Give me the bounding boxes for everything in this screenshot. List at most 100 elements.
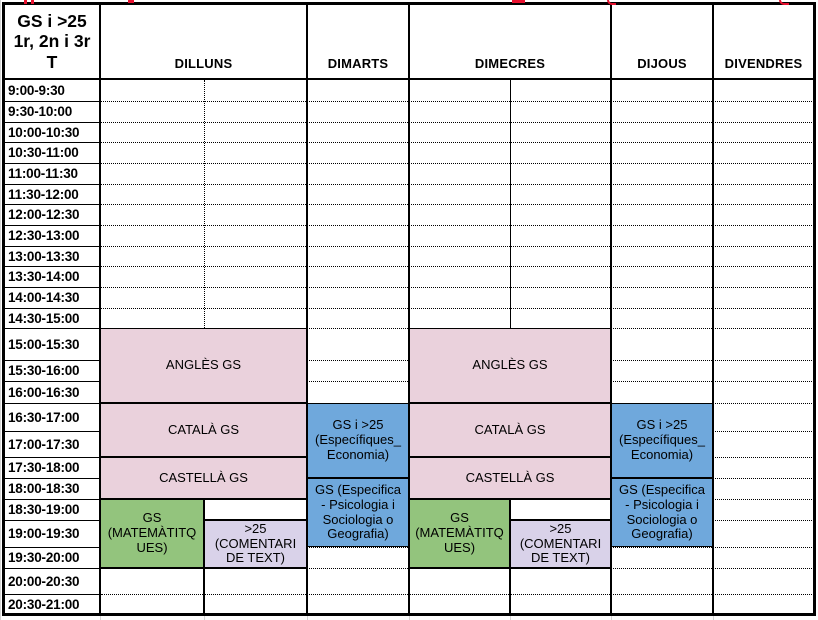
column-border	[99, 4, 101, 614]
grid-row-line	[4, 431, 100, 432]
grid-row-line-dotted	[100, 246, 814, 247]
day-header-dimarts: DIMARTS	[327, 56, 389, 71]
header-bottom-border	[4, 78, 814, 80]
empty-schedule-cell[interactable]	[204, 568, 307, 614]
grid-row-line	[4, 225, 100, 226]
grid-row-line	[4, 246, 100, 247]
class-block[interactable]: GS i >25 (Específiques_ Economia)	[611, 403, 713, 478]
grid-row-line	[4, 499, 100, 500]
column-border	[306, 4, 308, 614]
day-header-dijous: DIJOUS	[637, 56, 687, 71]
grid-row-line	[4, 163, 100, 164]
class-block[interactable]: CASTELLÀ GS	[409, 457, 611, 499]
grid-row-line	[4, 142, 100, 143]
grid-row-line	[4, 381, 100, 382]
class-block[interactable]: CATALÀ GS	[100, 403, 307, 457]
page-gridline	[204, 616, 205, 620]
grid-row-line	[4, 204, 100, 205]
clipped-red-title-fragment	[128, 0, 134, 3]
class-block[interactable]: ANGLÈS GS	[100, 328, 307, 403]
grid-row-line-dotted	[100, 163, 814, 164]
page-gridline	[409, 616, 410, 620]
time-slot-label: 11:00-11:30	[8, 166, 78, 181]
grid-row-line	[4, 360, 100, 361]
clipped-red-title-fragment	[512, 0, 525, 3]
time-slot-label: 15:00-15:30	[8, 336, 80, 352]
class-block[interactable]: GS i >25 (Específiques_ Economia)	[307, 403, 409, 478]
empty-schedule-cell[interactable]	[510, 499, 611, 520]
grid-row-line-dotted	[205, 594, 306, 595]
class-block[interactable]: GS (MATEMÀTITQ UES)	[409, 499, 510, 568]
time-slot-label: 13:30-14:00	[8, 269, 80, 284]
grid-row-line	[4, 266, 100, 267]
class-block[interactable]: >25 (COMENTARI DE TEXT)	[204, 520, 307, 568]
grid-row-line-dotted	[100, 287, 814, 288]
day-header-dilluns: DILLUNS	[174, 56, 233, 71]
grid-row-line-dotted	[410, 594, 509, 595]
clipped-red-title-fragment	[31, 0, 34, 4]
class-block[interactable]: GS (Especifica - Psicologia i Sociologia…	[307, 478, 409, 547]
time-slot-label: 16:30-17:00	[8, 409, 80, 425]
day-header-divendres: DIVENDRES	[724, 56, 803, 71]
grid-row-line	[4, 122, 100, 123]
page-gridline	[611, 616, 612, 620]
clipped-red-title-fragment	[607, 0, 616, 5]
grid-row-line	[4, 568, 100, 569]
column-border	[712, 4, 714, 614]
class-block[interactable]: GS (Especifica - Psicologia i Sociologia…	[611, 478, 713, 547]
class-block[interactable]: CATALÀ GS	[409, 403, 611, 457]
time-slot-label: 10:00-10:30	[8, 124, 80, 140]
time-slot-label: 13:00-13:30	[8, 248, 80, 264]
time-slot-label: 15:30-16:00	[8, 363, 80, 378]
empty-schedule-cell[interactable]	[409, 568, 510, 614]
time-slot-label: 17:00-17:30	[8, 436, 80, 452]
grid-row-line	[4, 287, 100, 288]
grid-row-line-dotted	[100, 204, 814, 205]
clipped-red-title-fragment	[779, 0, 789, 5]
page-gridline	[510, 616, 511, 620]
grid-row-line	[4, 184, 100, 185]
grid-row-line	[4, 547, 100, 548]
time-slot-label: 10:30-11:00	[8, 145, 79, 160]
column-border	[408, 4, 410, 614]
grid-row-line	[4, 457, 100, 458]
group-title-cell: GS i >25 1r, 2n i 3r T	[13, 11, 91, 72]
grid-row-line	[4, 520, 100, 521]
column-border	[610, 4, 612, 614]
time-slot-label: 12:00-12:30	[8, 207, 80, 222]
clipped-red-title-fragment	[24, 0, 27, 4]
page-gridline	[307, 616, 308, 620]
time-slot-label: 11:30-12:00	[8, 186, 79, 202]
grid-row-line	[4, 308, 100, 309]
grid-row-line-dotted	[100, 122, 814, 123]
class-block[interactable]: CASTELLÀ GS	[100, 457, 307, 499]
time-slot-label: 19:30-20:00	[8, 550, 80, 565]
grid-row-line	[4, 403, 100, 404]
grid-row-line	[4, 478, 100, 479]
time-slot-label: 14:30-15:00	[8, 310, 80, 326]
class-block[interactable]: GS (MATEMÀTITQ UES)	[100, 499, 204, 568]
empty-schedule-cell[interactable]	[510, 568, 611, 614]
time-slot-label: 9:00-9:30	[8, 83, 65, 98]
grid-row-line-dotted	[511, 594, 610, 595]
time-slot-label: 17:30-18:00	[8, 460, 80, 475]
grid-row-line-dotted	[100, 184, 814, 185]
grid-row-line-dotted	[100, 142, 814, 143]
day-header-dimecres: DIMECRES	[474, 56, 546, 71]
empty-schedule-cell[interactable]	[204, 499, 307, 520]
class-block[interactable]: ANGLÈS GS	[409, 328, 611, 403]
time-slot-label: 18:00-18:30	[8, 481, 80, 496]
grid-row-line	[4, 594, 100, 595]
grid-row-line-dotted	[101, 594, 203, 595]
time-slot-label: 18:30-19:00	[8, 502, 80, 517]
grid-row-line-dotted	[100, 266, 814, 267]
class-block[interactable]: >25 (COMENTARI DE TEXT)	[510, 520, 611, 568]
grid-row-line	[4, 101, 100, 102]
grid-row-line-dotted	[100, 225, 814, 226]
grid-row-line	[4, 328, 100, 329]
grid-row-line-dotted	[100, 308, 814, 309]
page-gridline	[0, 0, 1, 620]
empty-schedule-cell[interactable]	[100, 568, 204, 614]
time-slot-label: 12:30-13:00	[8, 228, 80, 243]
